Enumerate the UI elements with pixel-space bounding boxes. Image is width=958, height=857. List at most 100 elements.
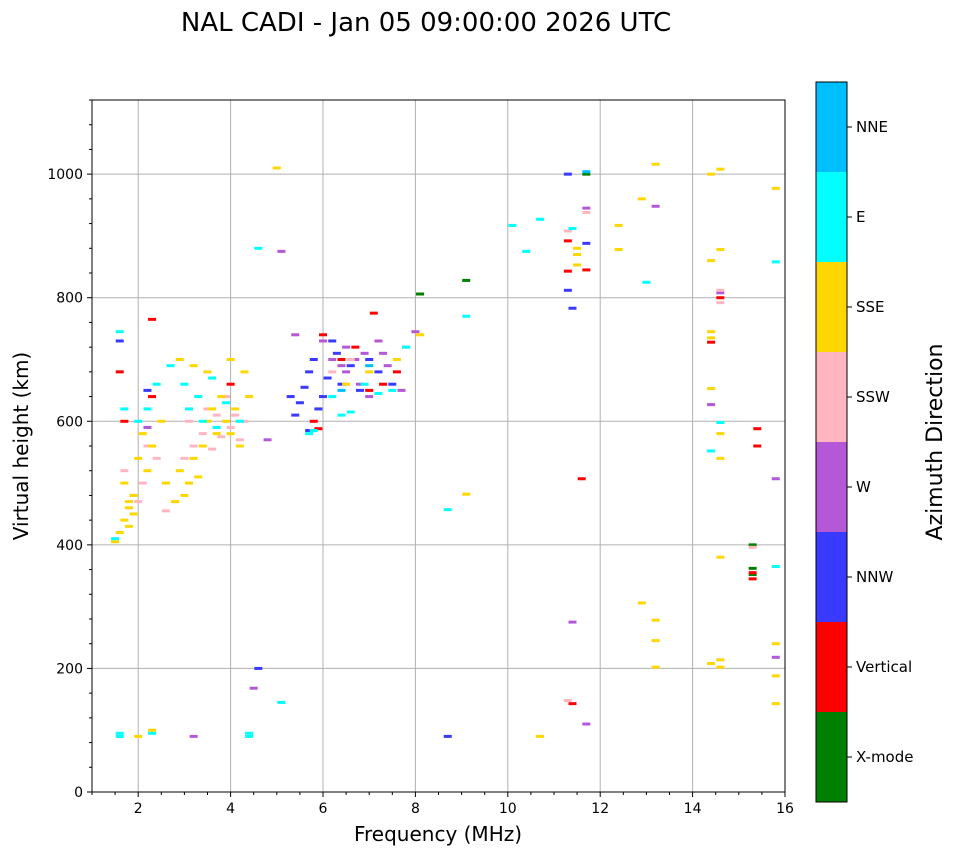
data-point [217,435,226,439]
data-point [337,358,346,361]
data-point [328,358,337,361]
data-point [134,419,143,423]
data-point [332,351,341,355]
data-point [753,427,762,431]
data-point [388,388,397,392]
data-point [614,223,623,227]
data-point [462,278,471,282]
data-point [365,358,374,361]
data-point [402,345,411,349]
data-point [346,364,355,368]
data-point [577,477,586,481]
data-point [203,407,212,411]
data-point [240,370,249,374]
data-point [716,248,725,252]
data-point [771,186,780,190]
data-point [272,166,281,170]
data-point [189,364,198,368]
colorbar-label: E [856,208,865,226]
data-point [328,339,337,343]
data-point [563,172,572,176]
data-point [189,456,198,460]
data-point [148,317,157,321]
data-point [277,700,286,704]
data-point [392,358,401,361]
data-point [563,229,572,233]
colorbar-label: SSW [856,388,890,406]
data-point [143,407,152,411]
data-point [365,395,374,399]
data-point [309,429,318,433]
data-point [707,340,716,344]
data-point [189,734,198,738]
data-point [360,382,369,386]
data-point [212,425,221,429]
data-point [379,351,388,355]
data-point [346,410,355,414]
data-point [346,358,355,361]
data-point [568,620,577,624]
data-point [254,666,263,670]
data-point [120,419,129,423]
colorbar-segment [816,442,847,532]
data-point [309,358,318,361]
data-point [536,734,545,738]
data-point [185,419,194,423]
data-point [651,618,660,622]
data-point [707,259,716,263]
data-point [129,493,138,497]
data-point [337,413,346,417]
data-point [716,421,725,425]
data-point [365,370,374,374]
data-point [651,162,660,166]
data-point [212,413,221,417]
data-point [582,172,591,176]
data-point [416,333,425,337]
data-point [462,492,471,496]
data-point [175,358,184,361]
data-point [355,388,364,392]
colorbar-segment [816,172,847,262]
data-point [707,403,716,407]
data-point [115,330,124,334]
data-point [226,358,235,361]
data-point [138,432,147,436]
data-point [771,564,780,568]
data-point [134,456,143,460]
data-point [716,301,725,305]
data-point [148,728,157,732]
x-tick-label: 10 [499,801,517,817]
data-point [148,444,157,448]
x-axis-label: Frequency (MHz) [354,822,522,846]
data-point [263,438,272,442]
data-point [771,642,780,646]
data-point [637,601,646,605]
data-point [771,477,780,481]
data-point [226,425,235,429]
data-point [582,241,591,245]
data-point [134,734,143,738]
data-point [707,330,716,334]
data-point [111,540,120,544]
data-point [305,432,314,436]
data-point [120,407,129,411]
x-tick-label: 14 [684,801,702,817]
data-point [231,407,240,411]
data-point [194,395,203,399]
data-point [309,419,318,423]
data-point [166,364,175,368]
data-point [568,227,577,231]
data-point [379,382,388,386]
data-point [462,314,471,318]
data-point [411,330,420,334]
data-point [651,204,660,208]
y-tick-label: 400 [56,538,83,554]
data-point [138,481,147,485]
data-point [771,655,780,659]
data-point [180,456,189,460]
data-point [124,506,133,510]
data-point [716,665,725,669]
data-point [143,388,152,392]
data-point [231,413,240,417]
